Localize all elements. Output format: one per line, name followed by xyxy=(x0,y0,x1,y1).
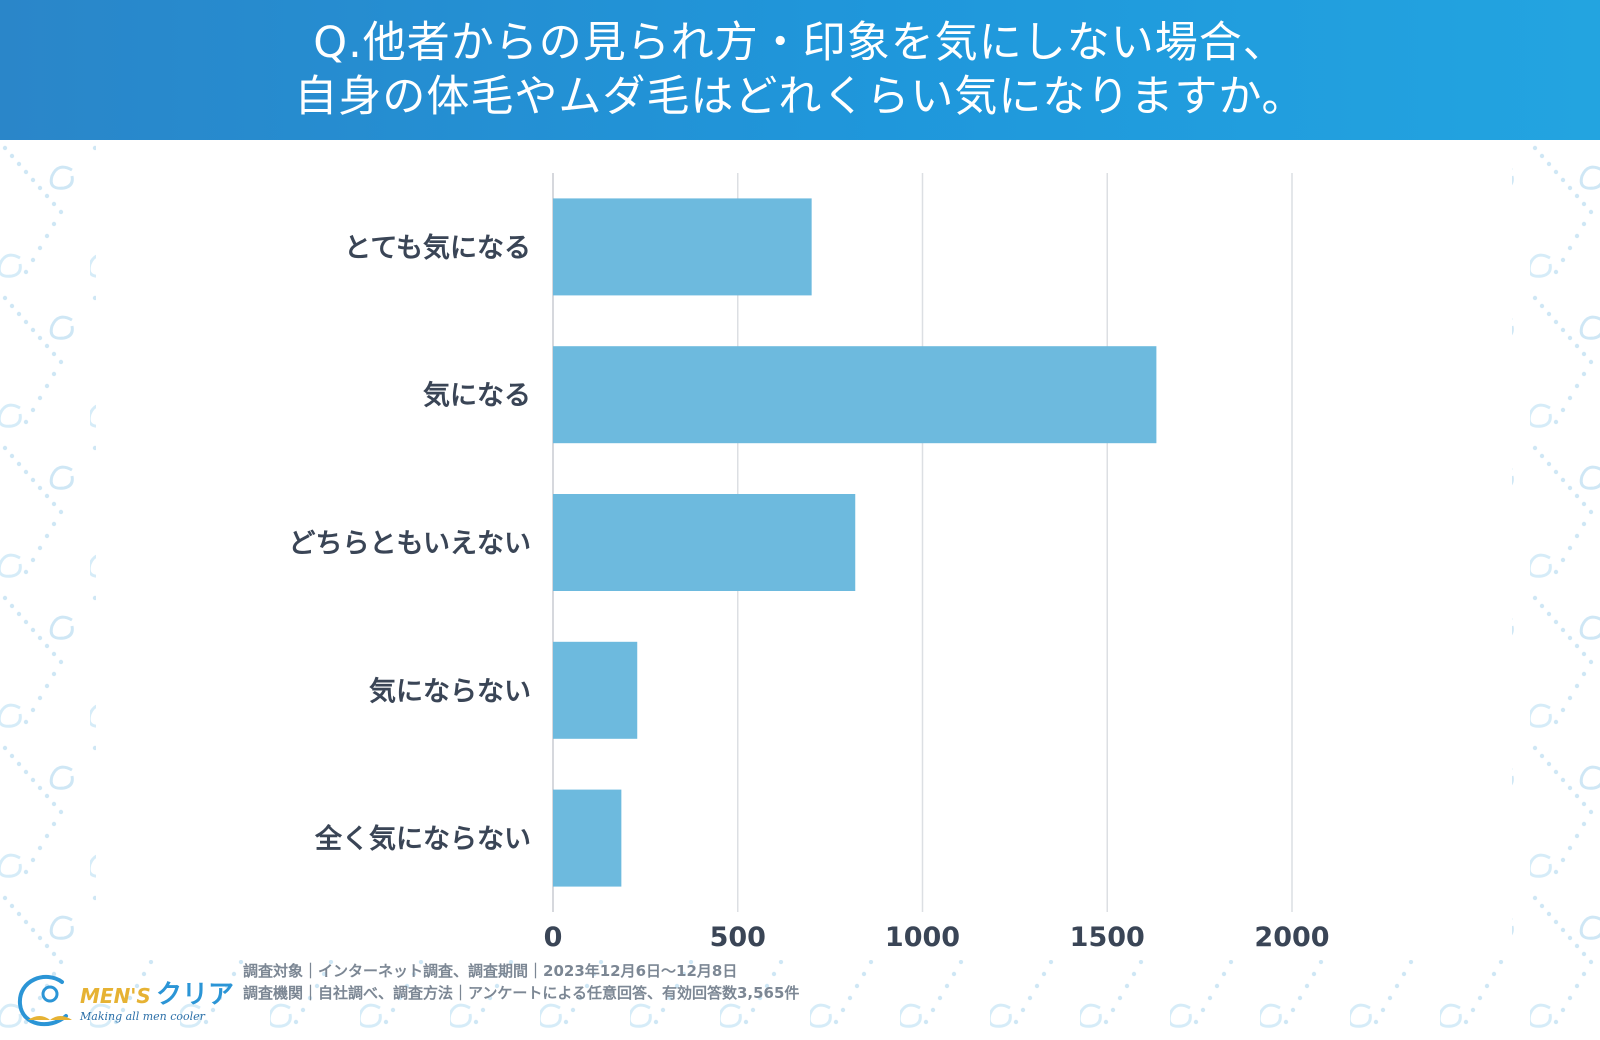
x-tick-label-2000: 2000 xyxy=(1254,922,1329,953)
x-tick-label-500: 500 xyxy=(710,922,766,953)
title-line-2: 自身の体毛やムダ毛はどれくらい気になりますか。 xyxy=(294,72,1306,122)
bar-3 xyxy=(553,641,638,739)
bar-4 xyxy=(553,789,622,887)
x-tick-label-0: 0 xyxy=(544,922,563,953)
brand-name: MEN'S クリア xyxy=(80,974,234,1011)
category-label-3: 気にならない xyxy=(369,675,531,707)
category-label-0: とても気になる xyxy=(344,232,531,264)
brand-logo-icon xyxy=(17,975,72,1026)
bar-0 xyxy=(553,198,812,296)
header-banner: Q.他者からの見られ方・印象を気にしない場合、 自身の体毛やムダ毛はどれくらい気… xyxy=(0,0,1600,140)
bar-1 xyxy=(553,346,1157,444)
category-label-4: 全く気にならない xyxy=(314,823,531,855)
bar-2 xyxy=(553,494,856,591)
brand-tagline: Making all men cooler xyxy=(80,1010,205,1023)
brand-name-ja: クリア xyxy=(155,980,234,1010)
x-tick-label-1000: 1000 xyxy=(885,922,960,953)
survey-meta-line-2: 調査機関｜自社調べ、調査方法｜アンケートによる任意回答、有効回答数3,565件 xyxy=(243,984,800,1002)
survey-meta-line-1: 調査対象｜インターネット調査、調査期間｜2023年12月6日〜12月8日 xyxy=(243,962,738,980)
brand-name-en: MEN'S xyxy=(80,984,151,1008)
category-label-1: 気になる xyxy=(423,380,531,412)
footer: MEN'S クリア Making all men cooler 調査対象｜インタ… xyxy=(0,960,1600,1040)
survey-meta: 調査対象｜インターネット調査、調査期間｜2023年12月6日〜12月8日 調査機… xyxy=(243,960,799,1004)
title-line-1: Q.他者からの見られ方・印象を気にしない場合、 xyxy=(313,18,1287,68)
brand-logo xyxy=(10,964,230,1036)
category-label-2: どちらともいえない xyxy=(289,529,531,560)
x-tick-label-1500: 1500 xyxy=(1070,922,1145,953)
